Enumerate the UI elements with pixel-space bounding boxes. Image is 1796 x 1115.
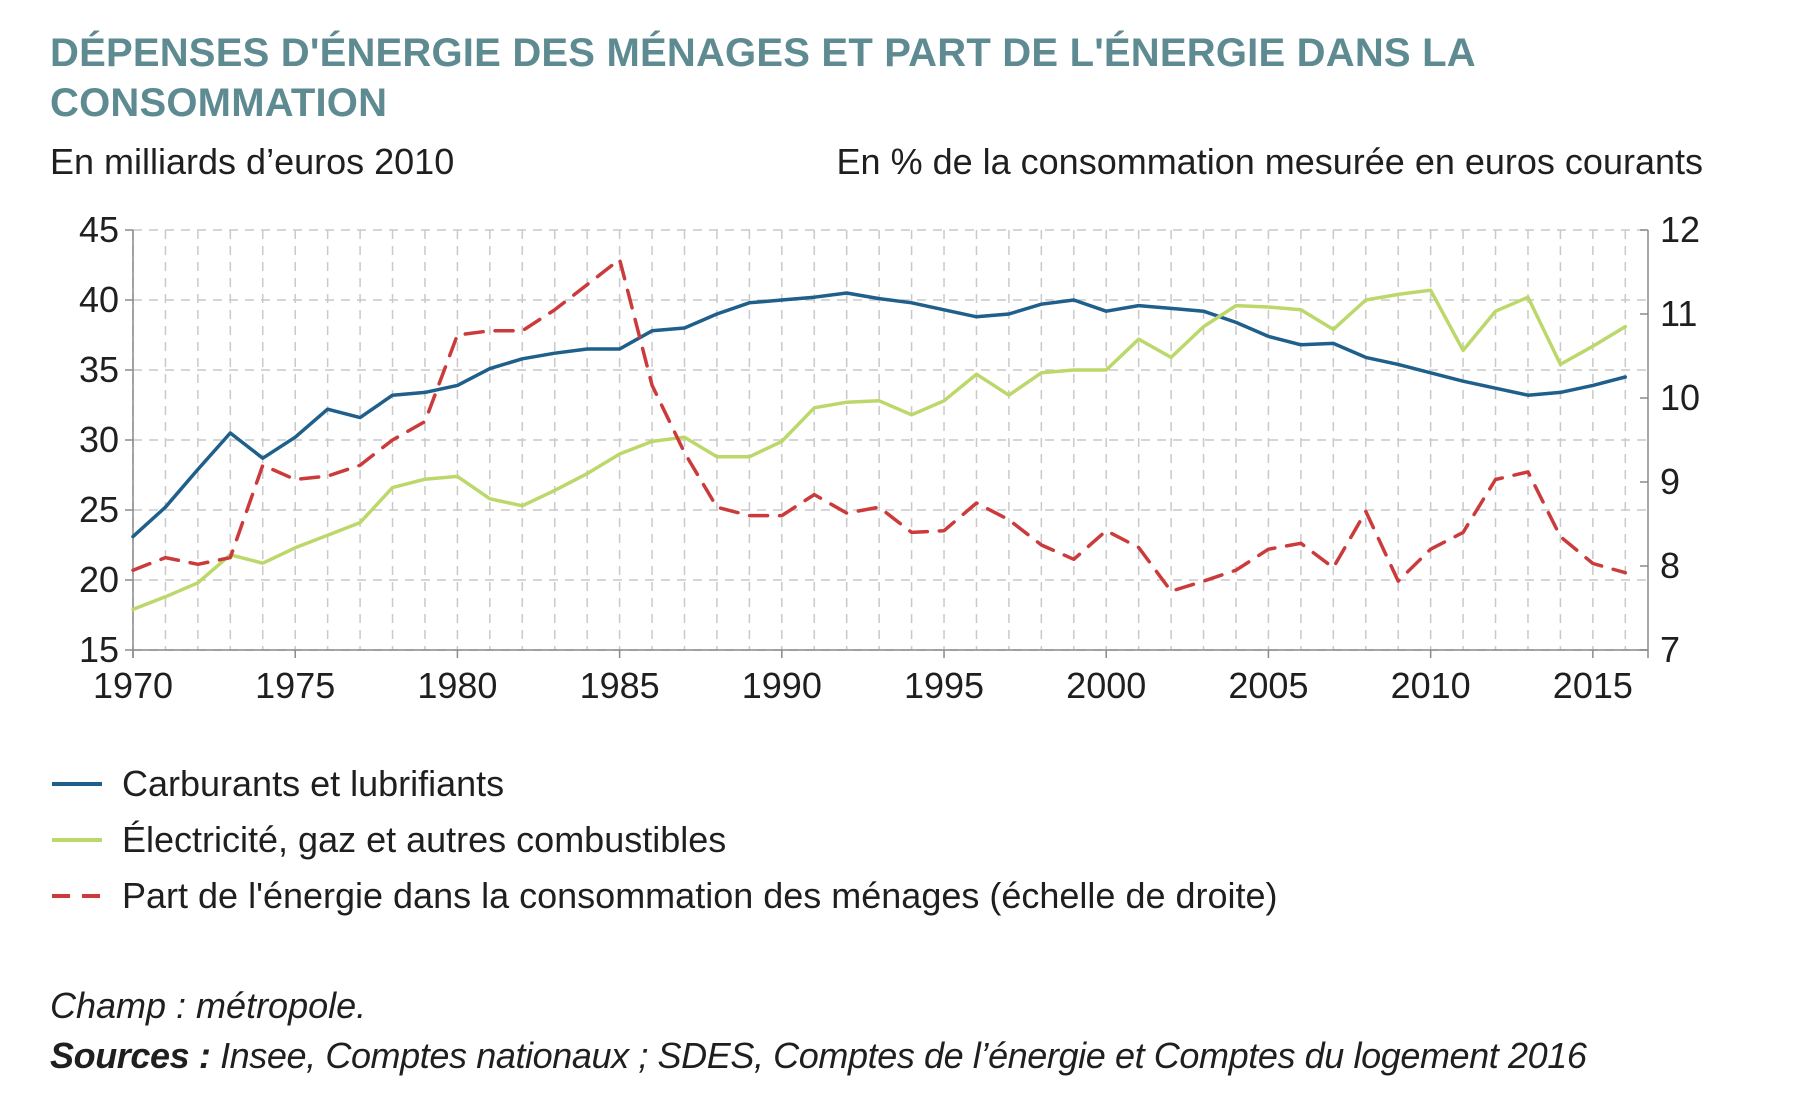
left-tick-label: 35 (79, 349, 119, 390)
x-tick-label: 1995 (904, 665, 984, 706)
x-tick-label: 2005 (1228, 665, 1308, 706)
left-tick-label: 15 (79, 629, 119, 670)
left-axis-unit: En milliards d’euros 2010 (50, 141, 455, 182)
chart-axes (125, 229, 1649, 658)
legend-swatch-electricite (52, 838, 102, 842)
x-tick-label: 1990 (742, 665, 822, 706)
left-tick-label: 40 (79, 279, 119, 320)
legend-item-electricite: Électricité, gaz et autres combustibles (52, 812, 1552, 868)
right-tick-label: 9 (1660, 461, 1680, 502)
right-axis-unit: En % de la consommation mesurée en euros… (836, 141, 1703, 182)
sources-text: Insee, Comptes nationaux ; SDES, Comptes… (210, 1035, 1587, 1076)
left-tick-label: 45 (79, 209, 119, 250)
sources-note: Sources : Insee, Comptes nationaux ; SDE… (50, 1035, 1587, 1077)
right-tick-label: 12 (1660, 209, 1700, 250)
x-tick-label: 1975 (255, 665, 335, 706)
right-tick-label: 8 (1660, 545, 1680, 586)
chart-tick-labels: 15 20 25 30 35 40 45 7 8 9 10 11 12 1970 1975 1980 1985 1… (79, 209, 1700, 706)
chart-legend: Carburants et lubrifiants Électricité, g… (52, 756, 1552, 924)
legend-swatch-part-energie (52, 894, 102, 898)
right-tick-label: 10 (1660, 377, 1700, 418)
field-note: Champ : métropole. (50, 985, 367, 1026)
x-tick-label: 2015 (1553, 665, 1633, 706)
x-tick-label: 1970 (93, 665, 173, 706)
series-line-2 (131, 257, 1628, 593)
line-chart: 15 20 25 30 35 40 45 7 8 9 10 11 12 1970 1975 1980 1985 1… (79, 209, 1700, 706)
x-tick-label: 1985 (580, 665, 660, 706)
legend-label-part-energie: Part de l'énergie dans la consommation d… (122, 875, 1278, 916)
x-tick-label: 2000 (1066, 665, 1146, 706)
x-tick-label: 1980 (417, 665, 497, 706)
x-tick-label: 2010 (1391, 665, 1471, 706)
series-line-1 (131, 288, 1628, 612)
legend-item-carburants: Carburants et lubrifiants (52, 756, 1552, 812)
left-tick-label: 30 (79, 419, 119, 460)
chart-title: DÉPENSES D'ÉNERGIE DES MÉNAGES ET PART D… (50, 31, 1475, 125)
legend-label-carburants: Carburants et lubrifiants (122, 763, 505, 804)
legend-item-part-energie: Part de l'énergie dans la consommation d… (52, 868, 1552, 924)
right-tick-label: 11 (1660, 293, 1697, 334)
left-tick-label: 20 (79, 559, 119, 600)
chart-series (131, 257, 1628, 612)
right-tick-label: 7 (1660, 629, 1680, 670)
series-line-0 (131, 291, 1628, 539)
left-tick-label: 25 (79, 489, 119, 530)
legend-swatch-carburants (52, 782, 102, 786)
sources-label: Sources : (50, 1035, 211, 1076)
legend-label-electricite: Électricité, gaz et autres combustibles (122, 819, 727, 860)
